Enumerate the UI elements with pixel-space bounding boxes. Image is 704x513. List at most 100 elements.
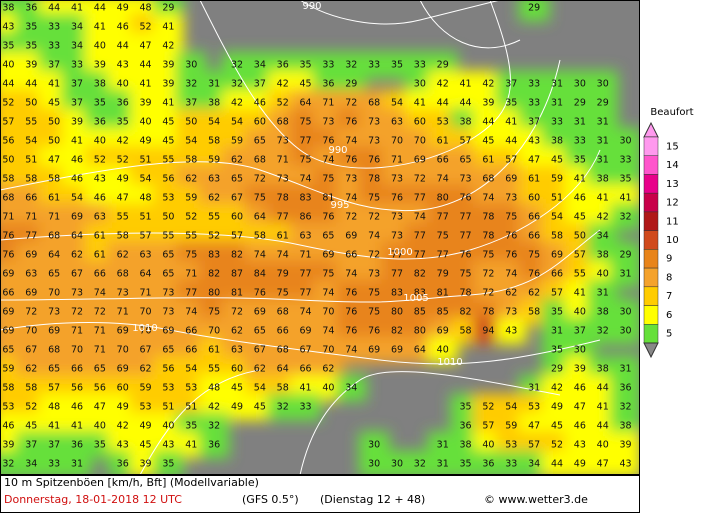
grid-value: 66 bbox=[25, 193, 37, 204]
grid-value: 69 bbox=[117, 364, 129, 375]
isobar bbox=[0, 229, 601, 303]
grid-value: 59 bbox=[208, 155, 220, 166]
grid-value: 78 bbox=[368, 174, 380, 185]
grid-value: 68 bbox=[254, 155, 266, 166]
grid-value: 49 bbox=[140, 421, 152, 432]
grid-value: 29 bbox=[162, 3, 174, 14]
grid-value: 77 bbox=[300, 269, 312, 280]
grid-value: 31 bbox=[208, 79, 220, 90]
grid-value: 65 bbox=[2, 345, 14, 356]
grid-value: 41 bbox=[505, 117, 517, 128]
grid-value: 53 bbox=[437, 117, 449, 128]
grid-value: 51 bbox=[140, 212, 152, 223]
legend-label: 12 bbox=[666, 198, 679, 209]
grid-value: 68 bbox=[482, 174, 494, 185]
grid-value: 47 bbox=[48, 155, 60, 166]
grid-value: 33 bbox=[574, 136, 586, 147]
grid-value: 52 bbox=[2, 98, 14, 109]
grid-value: 38 bbox=[620, 421, 632, 432]
grid-value: 30 bbox=[391, 459, 403, 470]
grid-value: 66 bbox=[185, 326, 197, 337]
grid-value: 38 bbox=[551, 136, 563, 147]
grid-value: 46 bbox=[574, 383, 586, 394]
grid-value: 83 bbox=[208, 250, 220, 261]
grid-value: 40 bbox=[94, 136, 106, 147]
grid-value: 75 bbox=[322, 174, 334, 185]
grid-value: 40 bbox=[2, 60, 14, 71]
grid-value: 58 bbox=[528, 307, 540, 318]
grid-value: 32 bbox=[345, 60, 357, 71]
grid-value: 65 bbox=[94, 364, 106, 375]
grid-value: 55 bbox=[574, 269, 586, 280]
grid-value: 73 bbox=[368, 117, 380, 128]
grid-value: 62 bbox=[140, 364, 152, 375]
grid-value: 53 bbox=[162, 383, 174, 394]
grid-value: 75 bbox=[300, 117, 312, 128]
grid-value: 34 bbox=[528, 459, 540, 470]
grid-value: 77 bbox=[460, 212, 472, 223]
grid-value: 58 bbox=[2, 383, 14, 394]
grid-value: 42 bbox=[231, 98, 243, 109]
grid-value: 78 bbox=[482, 307, 494, 318]
grid-value: 69 bbox=[368, 345, 380, 356]
grid-value: 58 bbox=[25, 383, 37, 394]
grid-value: 69 bbox=[2, 269, 14, 280]
grid-value: 70 bbox=[25, 326, 37, 337]
grid-value: 65 bbox=[254, 136, 266, 147]
grid-value: 74 bbox=[322, 326, 334, 337]
grid-value: 82 bbox=[391, 326, 403, 337]
grid-value: 67 bbox=[300, 345, 312, 356]
grid-value: 68 bbox=[277, 307, 289, 318]
isobar-label: 1010 bbox=[437, 357, 462, 368]
grid-value: 66 bbox=[345, 250, 357, 261]
grid-value: 59 bbox=[185, 193, 197, 204]
grid-value: 80 bbox=[391, 307, 403, 318]
grid-value: 60 bbox=[231, 364, 243, 375]
grid-value: 77 bbox=[391, 250, 403, 261]
grid-value: 71 bbox=[48, 212, 60, 223]
grid-value: 63 bbox=[231, 345, 243, 356]
grid-value: 42 bbox=[117, 136, 129, 147]
isobar bbox=[0, 149, 601, 260]
legend-swatch bbox=[643, 267, 659, 288]
grid-value: 45 bbox=[300, 79, 312, 90]
grid-value: 61 bbox=[94, 231, 106, 242]
grid-value: 65 bbox=[162, 345, 174, 356]
grid-value: 85 bbox=[437, 307, 449, 318]
grid-value: 41 bbox=[300, 383, 312, 394]
grid-value: 65 bbox=[460, 155, 472, 166]
grid-value: 60 bbox=[117, 383, 129, 394]
grid-value: 80 bbox=[437, 193, 449, 204]
grid-value: 54 bbox=[71, 193, 83, 204]
grid-value: 54 bbox=[551, 212, 563, 223]
grid-value: 56 bbox=[2, 136, 14, 147]
grid-value: 57 bbox=[528, 440, 540, 451]
legend: Beaufort 15 14 13 12 11 10 9 8 7 6 5 bbox=[643, 107, 694, 359]
grid-value: 73 bbox=[460, 174, 472, 185]
grid-value: 41 bbox=[597, 193, 609, 204]
grid-value: 46 bbox=[94, 193, 106, 204]
grid-value: 58 bbox=[208, 136, 220, 147]
grid-value: 65 bbox=[254, 326, 266, 337]
grid-value: 35 bbox=[574, 155, 586, 166]
legend-arrow-top bbox=[643, 121, 659, 138]
grid-value: 49 bbox=[231, 402, 243, 413]
grid-value: 45 bbox=[162, 117, 174, 128]
grid-value: 56 bbox=[162, 174, 174, 185]
grid-value: 47 bbox=[117, 193, 129, 204]
grid-value: 44 bbox=[460, 98, 472, 109]
grid-value: 69 bbox=[2, 307, 14, 318]
grid-value: 55 bbox=[208, 212, 220, 223]
grid-value: 61 bbox=[437, 136, 449, 147]
grid-value: 41 bbox=[71, 421, 83, 432]
grid-value: 59 bbox=[2, 364, 14, 375]
grid-value: 41 bbox=[597, 402, 609, 413]
grid-value: 67 bbox=[231, 193, 243, 204]
grid-value: 58 bbox=[185, 155, 197, 166]
grid-value: 78 bbox=[482, 231, 494, 242]
grid-value: 56 bbox=[71, 383, 83, 394]
grid-value: 56 bbox=[162, 364, 174, 375]
grid-value: 57 bbox=[231, 231, 243, 242]
grid-value: 30 bbox=[620, 136, 632, 147]
grid-value: 31 bbox=[597, 288, 609, 299]
